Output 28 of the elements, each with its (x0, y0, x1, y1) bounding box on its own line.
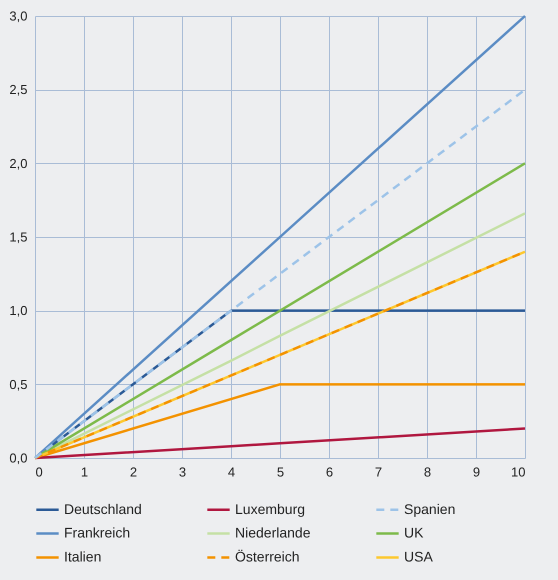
x-tick-label: 6 (326, 464, 334, 480)
legend-label: Österreich (235, 548, 300, 564)
y-tick-label: 1,5 (9, 230, 28, 244)
x-tick-label: 7 (374, 464, 382, 480)
y-tick-label: 1,0 (9, 303, 28, 318)
y-tick-label: 3,0 (9, 8, 28, 24)
line-series (34, 427, 526, 460)
legend-label: Spanien (404, 500, 456, 517)
legend-label: Deutschland (64, 500, 142, 517)
x-tick-label: 0 (36, 464, 43, 480)
y-tick-label: 2,5 (9, 82, 28, 98)
y-tick-label: 0,5 (9, 376, 28, 392)
legend-label: UK (404, 524, 424, 540)
x-tick-label: 1 (80, 464, 88, 480)
x-tick-label: 8 (424, 464, 432, 480)
x-tick-label: 5 (276, 464, 284, 480)
x-tick-label: 3 (178, 464, 186, 480)
legend-label: Italien (64, 548, 102, 564)
x-tick-label: 2 (130, 464, 138, 480)
x-tick-label: 10 (511, 464, 526, 480)
legend-label: USA (404, 548, 434, 564)
x-tick-label: 4 (228, 464, 236, 480)
legend-label: Frankreich (64, 524, 130, 540)
y-tick-label: 0,0 (9, 450, 28, 466)
y-tick-label: 2,0 (9, 156, 28, 171)
legend-label: Luxemburg (235, 500, 306, 517)
x-tick-label: 9 (472, 464, 480, 480)
legend-label: Niederlande (235, 524, 311, 540)
